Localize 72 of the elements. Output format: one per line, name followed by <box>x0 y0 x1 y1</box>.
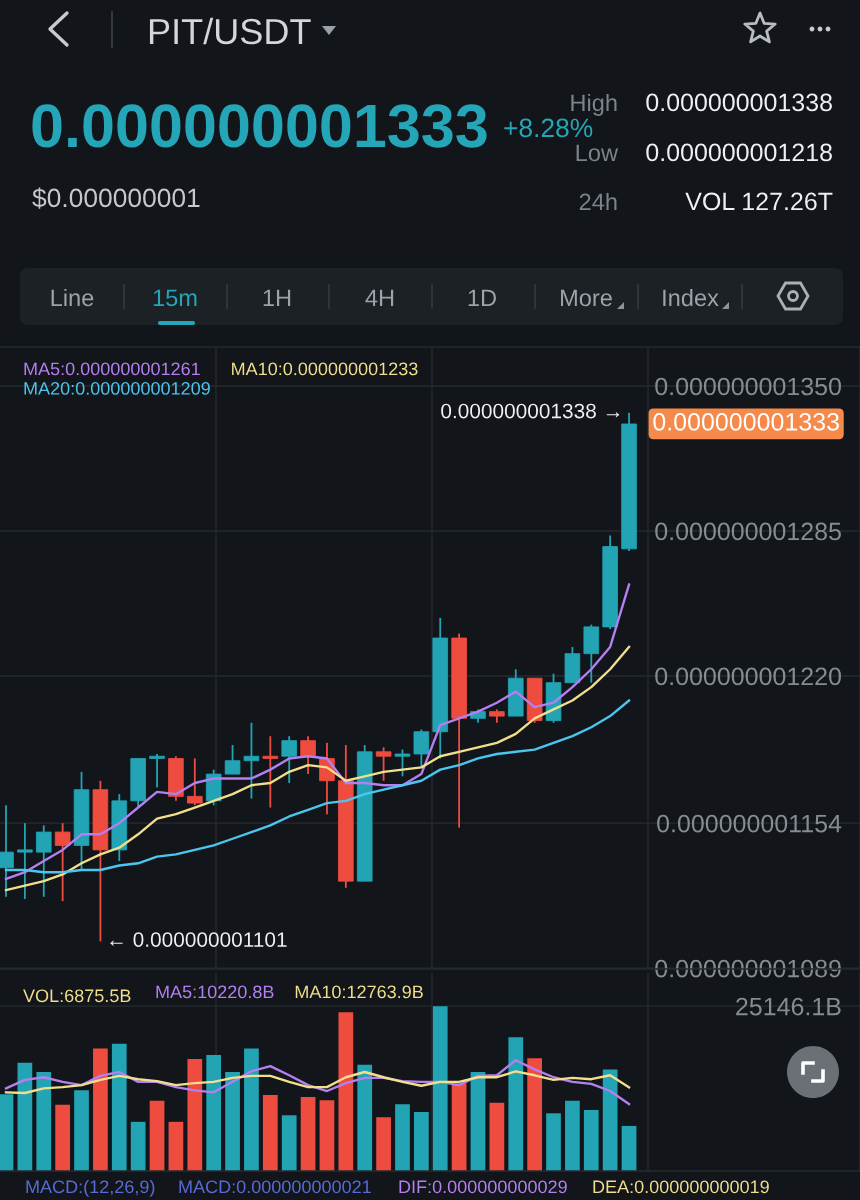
text: $0.000000001 <box>32 187 200 209</box>
bar <box>300 1096 316 1171</box>
text: 0.000000001338 <box>646 93 832 112</box>
bar <box>414 1111 429 1171</box>
text: MA20:0.000000001209 <box>24 382 210 395</box>
bar <box>149 1100 165 1171</box>
text: 15m <box>153 289 197 307</box>
text: 0.000000001333 <box>653 412 839 431</box>
text: 24h <box>579 192 617 210</box>
bar <box>111 1043 127 1171</box>
bar <box>583 1110 599 1171</box>
y-tick-label: 0.000000001285 <box>655 522 841 541</box>
text: Index <box>663 288 719 307</box>
bar <box>225 1072 240 1171</box>
bar <box>357 1064 373 1171</box>
text: 1D <box>468 289 496 306</box>
y-tick-label: 25146.1B <box>736 997 841 1016</box>
text: Line <box>51 288 94 307</box>
bar <box>508 1037 524 1171</box>
bar <box>602 1069 618 1171</box>
bar <box>395 1104 410 1171</box>
bar <box>527 1058 542 1171</box>
text: PIT/USDT <box>149 17 311 45</box>
bar <box>187 1058 203 1171</box>
text: Low <box>576 144 619 162</box>
text: MACD:0.000000000021 <box>179 1180 371 1194</box>
bar <box>206 1054 222 1171</box>
bar <box>376 1117 391 1171</box>
bar <box>262 1094 278 1171</box>
text: VOL 127.26T <box>685 192 833 211</box>
bar <box>338 1012 354 1171</box>
bar <box>130 1121 146 1171</box>
text: DIF:0.000000000029 <box>399 1180 567 1194</box>
bar <box>451 1083 467 1171</box>
bar <box>546 1113 561 1171</box>
y-tick-label: 0.000000001154 <box>657 814 842 833</box>
text: MACD:(12,26,9) <box>26 1179 155 1197</box>
text: 0.000000001218 <box>646 143 832 162</box>
y-tick-label: 0.000000001089 <box>655 959 841 978</box>
text: MA5:10220.8B <box>156 985 274 999</box>
annotation: 0.000000001338 → <box>441 403 620 419</box>
bar <box>432 1006 448 1171</box>
bar <box>489 1102 505 1171</box>
bar <box>93 1048 108 1171</box>
bar <box>621 1125 637 1171</box>
bar <box>470 1072 486 1171</box>
text: MA10:12763.9B <box>295 985 423 999</box>
bar <box>168 1121 184 1171</box>
text: High <box>571 93 617 116</box>
bar <box>17 1062 33 1171</box>
text: 1H <box>263 289 291 306</box>
bar <box>55 1104 70 1171</box>
bar <box>74 1090 89 1171</box>
text: DEA:0.000000000019 <box>593 1180 769 1194</box>
text: 4H <box>365 289 394 306</box>
bar <box>319 1100 335 1171</box>
text: MA5:0.000000001261 <box>24 362 200 376</box>
y-tick-label: 0.000000001220 <box>655 667 841 686</box>
bar <box>281 1115 297 1171</box>
line-series <box>4 645 631 892</box>
text: MA10:0.000000001233 <box>232 362 418 376</box>
bar <box>0 1094 14 1171</box>
annotation: ← 0.000000001101 <box>110 932 287 947</box>
bar <box>244 1048 259 1171</box>
annotation: VOL:6875.5B <box>23 989 131 1003</box>
text: +8.28% <box>504 118 593 138</box>
text: More <box>561 289 612 307</box>
bar <box>565 1100 580 1171</box>
y-tick-label: 0.000000001350 <box>655 377 841 396</box>
text: 0.000000001333 <box>32 104 487 148</box>
line-series <box>4 583 631 881</box>
bar <box>36 1072 52 1171</box>
